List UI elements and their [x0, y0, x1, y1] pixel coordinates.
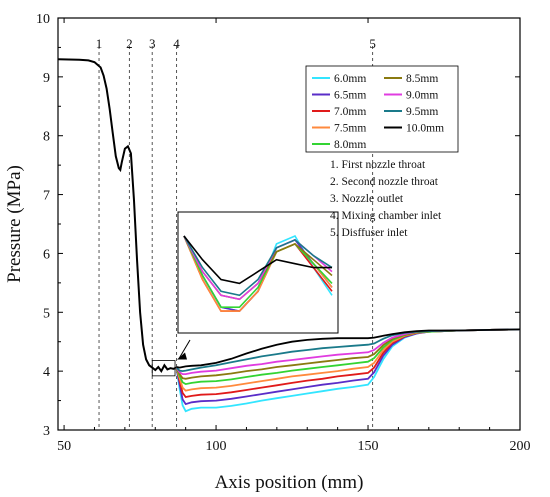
- y-tick-label: 3: [43, 424, 50, 439]
- y-tick-label: 10: [36, 12, 50, 27]
- annotation-list: 1. First nozzle throat 2. Second nozzle t…: [330, 159, 442, 239]
- x-tick-label: 50: [57, 439, 71, 454]
- y-tick-label: 8: [43, 130, 50, 145]
- legend-label: 6.0mm: [334, 73, 366, 85]
- annotation-item: 5. Disffuser inlet: [330, 227, 408, 239]
- section-marker-label: 2: [126, 36, 133, 51]
- legend-label: 7.0mm: [334, 106, 366, 118]
- y-axis-title: Pressure (MPa): [4, 165, 25, 283]
- y-tick-label: 5: [43, 306, 50, 321]
- series-line-upstream: [57, 58, 177, 373]
- legend-box: [305, 65, 459, 153]
- annotation-item: 3. Nozzle outlet: [330, 193, 404, 205]
- y-tick-label: 6: [43, 247, 50, 262]
- x-tick-label: 150: [358, 439, 379, 454]
- section-marker-label: 5: [369, 36, 376, 51]
- y-tick-label: 4: [43, 365, 50, 380]
- legend-label: 6.5mm: [334, 90, 366, 102]
- series-line-9.0mm: [175, 328, 521, 376]
- legend-label: 9.0mm: [406, 90, 438, 102]
- section-marker-label: 4: [173, 36, 180, 51]
- legend-label: 8.5mm: [406, 73, 438, 85]
- annotation-item: 1. First nozzle throat: [330, 159, 426, 171]
- y-tick-label: 7: [43, 189, 50, 204]
- series-line-10.0mm: [176, 328, 521, 369]
- legend-label: 7.5mm: [334, 123, 366, 135]
- annotation-item: 4. Mixing chamber inlet: [330, 210, 442, 222]
- section-marker-label: 1: [96, 36, 103, 51]
- inset-series-line-8.0mm: [183, 235, 333, 309]
- legend: 6.0mm 6.5mm 7.0mm 7.5mm 8.0mm 8.5mm 9.0mm 9.5mm…: [305, 65, 459, 153]
- x-tick-label: 100: [206, 439, 227, 454]
- inset-zoom: [151, 211, 339, 377]
- x-axis-title: Axis position (mm): [215, 472, 364, 493]
- legend-label: 10.0mm: [406, 123, 444, 135]
- legend-label: 9.5mm: [406, 106, 438, 118]
- inset-arrow-head: [177, 352, 188, 360]
- section-marker-label: 3: [149, 36, 156, 51]
- x-tick-label: 200: [510, 439, 531, 454]
- inset-series-line-10.0mm: [183, 235, 332, 285]
- legend-label: 8.0mm: [334, 139, 366, 151]
- inset-arrow-line: [178, 339, 191, 359]
- inset-series-line-9.5mm: [183, 235, 333, 297]
- y-tick-label: 9: [43, 71, 50, 86]
- annotation-item: 2. Second nozzle throat: [330, 176, 439, 188]
- zoom-region-box: [151, 360, 176, 377]
- series-layer: [57, 58, 521, 413]
- axes: 50 100 150 200 3 4 5 6 7 8 9 10: [36, 12, 531, 454]
